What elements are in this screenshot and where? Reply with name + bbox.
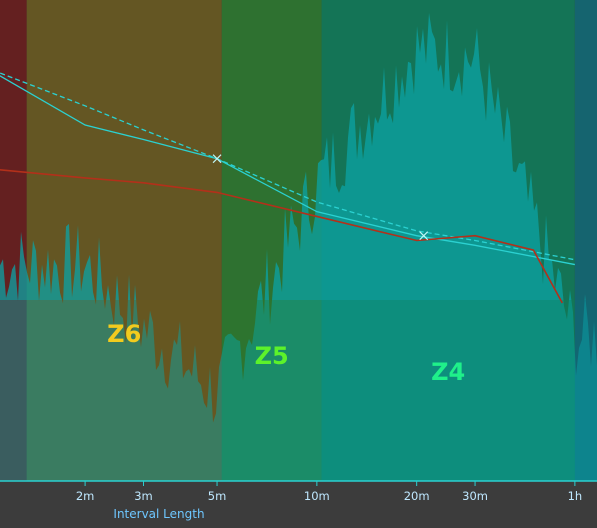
- model-marker: [212, 154, 222, 164]
- x-tick-label: 5m: [208, 489, 227, 503]
- zone-label-z4: Z4: [431, 358, 465, 386]
- x-tick-label: 3m: [134, 489, 153, 503]
- zone-label-z6: Z6: [107, 320, 141, 348]
- power-distribution-area: [0, 12, 597, 482]
- zone-band-overlay-z3: [574, 300, 597, 481]
- zone-band-overlay-z4: [321, 300, 575, 481]
- session-curve-line: [0, 168, 564, 304]
- x-tick-label: 30m: [462, 489, 488, 503]
- best-power-curve-line: [0, 75, 575, 266]
- x-tick-label: 1h: [568, 489, 583, 503]
- x-tick-label: 10m: [304, 489, 330, 503]
- zone-labels: Z6 Z5 Z4: [107, 320, 465, 386]
- zone-band-overlay-z5: [221, 300, 322, 481]
- zone-label-z5: Z5: [255, 342, 289, 370]
- x-axis-title: Interval Length: [113, 507, 204, 521]
- x-tick-label: 20m: [404, 489, 430, 503]
- zone-band-overlay-z7: [0, 300, 27, 481]
- zone-band-overlay-z6: [26, 300, 222, 481]
- x-axis: 2m 3m 5m 10m 20m 30m 1h: [0, 480, 597, 503]
- power-distribution-path: [0, 12, 597, 482]
- zone-bands-lower: [0, 300, 597, 481]
- curve-lines: [0, 72, 575, 304]
- model-marker: [419, 231, 429, 241]
- model-markers: [212, 154, 429, 241]
- x-tick-label: 2m: [76, 489, 95, 503]
